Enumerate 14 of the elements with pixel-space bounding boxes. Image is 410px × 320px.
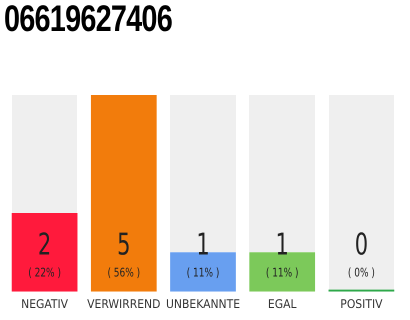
data-label: 2 bbox=[38, 228, 52, 263]
data-label: 5 bbox=[117, 228, 130, 263]
annotation: ( 56% ) bbox=[107, 266, 140, 280]
x-tick-label: UNBEKANNTE bbox=[166, 296, 240, 311]
annotation: ( 11% ) bbox=[266, 266, 299, 280]
x-tick-label: POSITIV bbox=[340, 296, 384, 311]
x-tick-label: NEGATIV bbox=[21, 296, 69, 311]
chart-title: 06619627406 bbox=[4, 0, 172, 40]
x-tick-label: EGAL bbox=[268, 296, 296, 311]
annotation: ( 22% ) bbox=[28, 266, 61, 280]
data-label: 0 bbox=[354, 228, 368, 263]
annotation: ( 11% ) bbox=[186, 266, 220, 280]
x-tick-label: VERWIRREND bbox=[87, 296, 160, 311]
annotation: ( 0% ) bbox=[348, 266, 375, 280]
